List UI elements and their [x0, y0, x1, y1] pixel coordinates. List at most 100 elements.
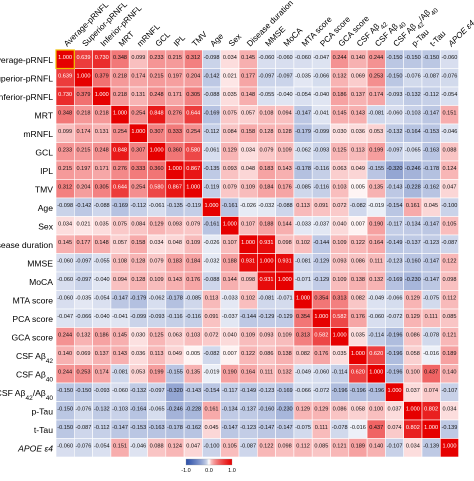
cell-value-label: -0.049	[295, 370, 311, 376]
cell-value-label: 0.197	[168, 74, 182, 80]
heatmap-cell: 0.174	[366, 86, 386, 106]
cell-value-label: -0.143	[387, 185, 403, 191]
heatmap-cell: -0.076	[74, 438, 93, 458]
cell-value-label: -0.054	[295, 92, 311, 98]
heatmap-cell: 0.140	[439, 364, 459, 384]
cell-value-label: 0.085	[442, 314, 456, 320]
heatmap-cell: -0.041	[110, 308, 130, 328]
cell-value-label: -0.082	[350, 203, 366, 209]
heatmap-cell: 0.124	[165, 438, 185, 458]
heatmap-cell: 0.113	[348, 142, 368, 162]
heatmap-cell: 0.254	[110, 123, 130, 143]
heatmap-cell: 0.582	[311, 327, 331, 347]
heatmap-cell: -0.016	[348, 419, 368, 439]
cell-value-label: 0.183	[168, 259, 182, 265]
cell-value-label: -0.123	[387, 259, 403, 265]
heatmap-cell: -0.228	[183, 401, 203, 421]
cell-value-label: 0.125	[150, 333, 164, 339]
cell-value-label: -0.087	[442, 240, 458, 246]
cell-value-label: -0.060	[295, 55, 311, 61]
cell-value-label: -0.154	[387, 203, 403, 209]
heatmap-cell: 0.176	[311, 345, 331, 365]
cell-value-label: 0.215	[150, 74, 164, 80]
cell-value-label: 0.124	[168, 444, 182, 450]
cell-value-label: -0.150	[57, 388, 73, 394]
heatmap-cell: 0.091	[202, 308, 221, 328]
heatmap-cell: 0.360	[147, 160, 167, 180]
row-label: Inferior-pRNFL	[0, 92, 53, 102]
cell-value-label: -0.178	[423, 166, 439, 172]
heatmap-cell: 0.218	[92, 105, 112, 125]
column-labels: Average-pRNFLSuperior-pRNFLInferior-pRNF…	[62, 0, 474, 49]
heatmap-cell: 0.111	[421, 308, 441, 328]
cell-value-label: 0.125	[333, 148, 347, 154]
row-label: CSF Aβ42	[16, 351, 53, 365]
cell-value-label: -0.132	[387, 129, 403, 135]
cell-value-label: -0.169	[387, 277, 403, 283]
heatmap-cell: 0.164	[366, 234, 386, 254]
cell-value-label: -0.100	[204, 444, 220, 450]
cell-value-label: -0.129	[259, 314, 275, 320]
heatmap-cell: 0.129	[147, 216, 167, 236]
heatmap-cell: 0.030	[330, 123, 350, 143]
heatmap-cell: 0.109	[330, 234, 350, 254]
cell-value-label: 0.121	[333, 444, 347, 450]
heatmap-cell: 0.254	[128, 105, 148, 125]
cell-value-label: 0.144	[278, 222, 292, 228]
heatmap-cell: -0.161	[220, 197, 240, 217]
heatmap-cell: -0.075	[421, 290, 441, 310]
heatmap-cell: -0.147	[421, 253, 441, 273]
heatmap-cell: 0.069	[348, 68, 368, 88]
cell-value-label: -0.150	[57, 407, 73, 413]
cell-value-label: 0.034	[406, 444, 420, 450]
heatmap-cell: -0.178	[165, 419, 185, 439]
heatmap-cell: 1.000	[55, 49, 75, 69]
heatmap-cell: 0.098	[439, 271, 459, 291]
cell-value-label: -0.246	[167, 407, 183, 413]
row-label: IPL	[40, 166, 53, 176]
heatmap-cell: -0.196	[330, 382, 350, 402]
heatmap-cell: 0.333	[165, 123, 185, 143]
cell-value-label: 0.379	[95, 74, 109, 80]
cell-value-label: -0.164	[405, 129, 421, 135]
cell-value-label: -0.047	[57, 314, 73, 320]
cell-value-label: 0.082	[296, 351, 310, 357]
heatmap-cell: -0.097	[275, 68, 295, 88]
cell-value-label: -0.062	[295, 148, 311, 154]
heatmap-cell: 1.000	[439, 438, 459, 458]
cell-value-label: 0.867	[186, 166, 200, 172]
cell-value-label: 0.437	[369, 425, 383, 431]
cell-value-label: 0.058	[406, 351, 420, 357]
column-label: MoCA	[282, 26, 305, 49]
heatmap-cell: 0.131	[92, 123, 112, 143]
heatmap-cell: -0.132	[403, 86, 423, 106]
cell-value-label: -0.132	[405, 92, 421, 98]
heatmap-cell: 0.034	[220, 49, 240, 69]
cell-value-label: 0.144	[223, 277, 237, 283]
cell-value-label: 0.069	[351, 74, 365, 80]
heatmap-cell: -0.123	[421, 234, 441, 254]
heatmap-cell: 0.188	[220, 253, 240, 273]
cell-value-label: 1.000	[278, 277, 292, 283]
cell-value-label: -0.116	[314, 166, 329, 172]
cell-value-label: 0.057	[241, 111, 255, 117]
cell-value-label: 0.233	[150, 55, 164, 61]
cell-value-label: 0.035	[333, 351, 347, 357]
cell-value-label: -0.107	[387, 444, 403, 450]
cell-value-label: -0.093	[149, 314, 165, 320]
heatmap-cell: 0.190	[366, 216, 386, 236]
cell-value-label: -0.081	[295, 259, 311, 265]
cell-value-label: -0.150	[76, 388, 92, 394]
cell-value-label: 0.161	[205, 407, 219, 413]
heatmap-cell: -0.082	[348, 197, 368, 217]
heatmap-cell: -0.139	[421, 438, 441, 458]
heatmap-cell: 0.035	[220, 86, 240, 106]
cell-value-label: -0.320	[167, 388, 183, 394]
heatmap-cell: 0.108	[256, 105, 276, 125]
cell-value-label: -0.137	[405, 240, 421, 246]
heatmap-cell: -0.087	[439, 234, 459, 254]
cell-value-label: -0.097	[149, 388, 165, 394]
cell-value-label: -0.123	[423, 240, 439, 246]
heatmap-cell: 0.131	[128, 86, 148, 106]
heatmap-cell: 0.109	[147, 271, 167, 291]
